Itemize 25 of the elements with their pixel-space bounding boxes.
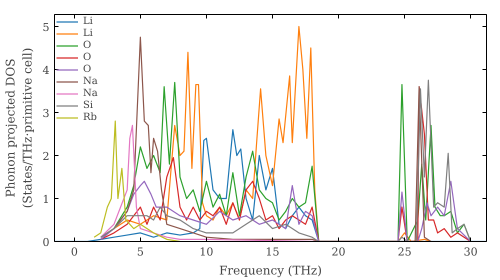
legend-label: Li — [83, 16, 94, 27]
y-tick-label: 3 — [42, 107, 50, 120]
x-axis-title: Frequency (THz) — [219, 264, 322, 278]
y-tick-label: 2 — [42, 150, 50, 164]
x-tick-label: 25 — [398, 246, 412, 258]
x-tick-label: 5 — [136, 246, 144, 258]
legend-label: Rb — [83, 112, 98, 123]
x-tick-label: 0 — [70, 246, 78, 258]
y-tick-label: 1 — [42, 193, 50, 206]
x-tick-label: 20 — [332, 246, 346, 258]
legend-label: Na — [83, 76, 99, 87]
legend-label: Si — [83, 100, 94, 111]
legend-label: O — [83, 40, 92, 51]
legend-label: Li — [83, 28, 94, 39]
legend-label: Na — [83, 88, 99, 99]
x-tick-label: 15 — [265, 246, 280, 258]
y-tick-label: 4 — [42, 64, 50, 78]
x-tick-label: 30 — [464, 246, 478, 258]
y-tick-label: 0 — [42, 236, 50, 249]
x-tick-label: 10 — [199, 246, 214, 258]
legend-label: O — [83, 64, 92, 75]
legend-label: O — [83, 52, 92, 63]
y-tick-label: 5 — [42, 21, 50, 34]
y-axis-title: Phonon projected DOS (States/THz·primitive cell) — [4, 48, 34, 208]
line-series — [94, 120, 181, 242]
